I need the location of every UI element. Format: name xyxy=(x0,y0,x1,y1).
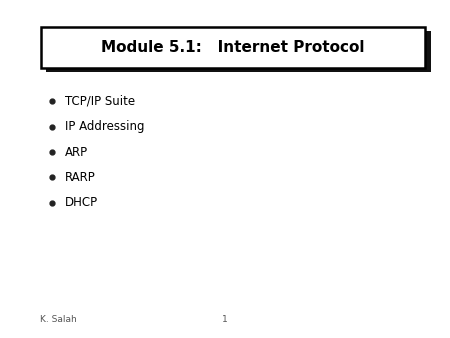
Text: TCP/IP Suite: TCP/IP Suite xyxy=(65,95,135,108)
Text: K. Salah: K. Salah xyxy=(40,315,77,324)
Text: IP Addressing: IP Addressing xyxy=(65,120,145,133)
Text: RARP: RARP xyxy=(65,171,96,184)
Text: Module 5.1:   Internet Protocol: Module 5.1: Internet Protocol xyxy=(101,40,365,55)
Text: DHCP: DHCP xyxy=(65,196,99,209)
Text: 1: 1 xyxy=(222,315,228,324)
FancyBboxPatch shape xyxy=(46,31,431,72)
FancyBboxPatch shape xyxy=(40,27,425,68)
Text: ARP: ARP xyxy=(65,146,88,159)
